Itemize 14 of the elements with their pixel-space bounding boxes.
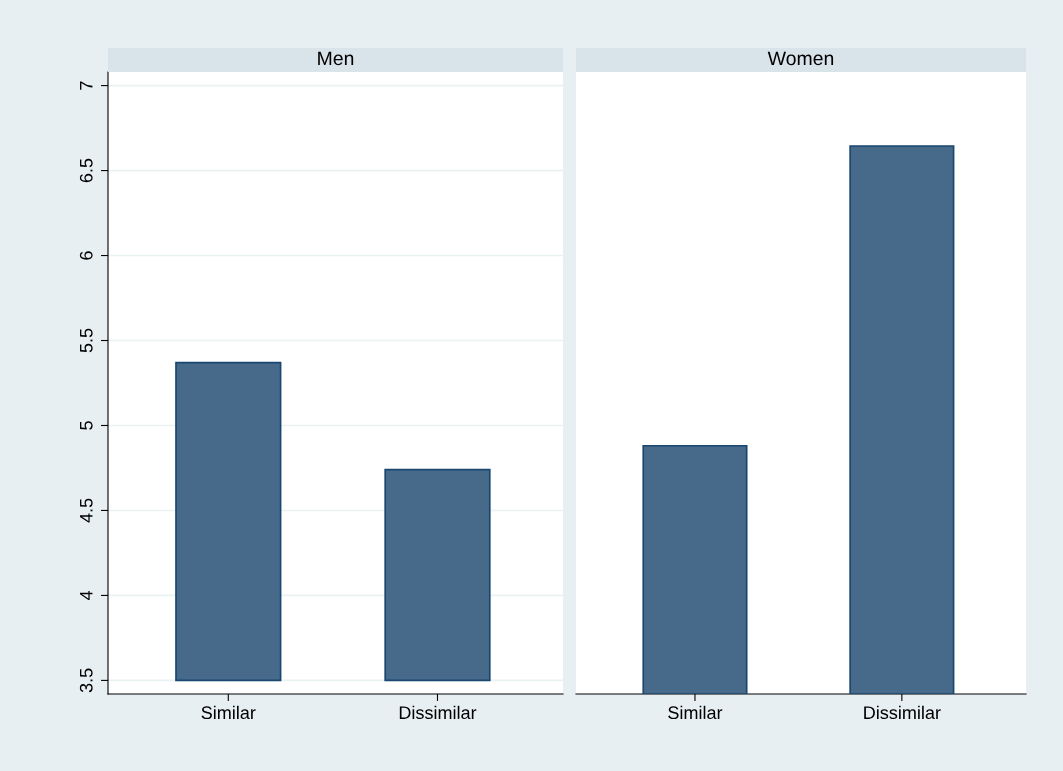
x-tick-label: Dissimilar	[864, 705, 941, 720]
y-tick-label: 5	[80, 421, 93, 430]
y-tick-label: 4.5	[80, 498, 93, 523]
y-tick-label: 3.5	[79, 668, 93, 693]
y-tick-label: 7	[80, 81, 93, 90]
x-tick-label: Similar	[668, 705, 723, 720]
chart-title: Men	[318, 51, 354, 66]
chart-title: Women	[767, 51, 834, 66]
y-tick-label: 6	[79, 251, 93, 260]
x-tick-label: Dissimilar	[399, 705, 477, 720]
y-tick-label: 5.5	[80, 328, 93, 353]
y-tick-label: 4	[80, 590, 93, 601]
x-tick-label: Similar	[201, 705, 256, 720]
y-tick-label: 6.5	[79, 158, 93, 183]
